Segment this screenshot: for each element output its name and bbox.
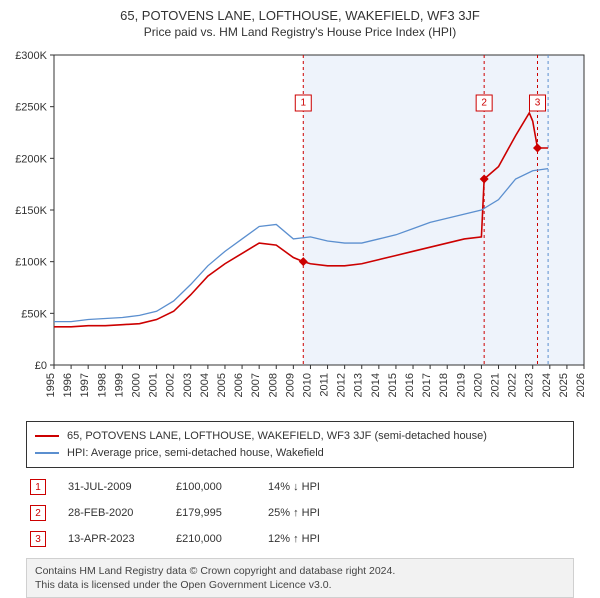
chart-title: 65, POTOVENS LANE, LOFTHOUSE, WAKEFIELD,… bbox=[0, 0, 600, 23]
event-delta: 12% ↑ HPI bbox=[268, 533, 320, 545]
svg-text:1997: 1997 bbox=[79, 373, 91, 397]
svg-text:2002: 2002 bbox=[165, 373, 177, 397]
svg-text:2017: 2017 bbox=[421, 373, 433, 397]
event-row: 3 13-APR-2023 £210,000 12% ↑ HPI bbox=[26, 526, 574, 552]
event-date: 31-JUL-2009 bbox=[68, 481, 154, 493]
svg-text:£0: £0 bbox=[35, 360, 47, 372]
svg-text:2019: 2019 bbox=[455, 373, 467, 397]
event-price: £210,000 bbox=[176, 533, 246, 545]
event-price: £100,000 bbox=[176, 481, 246, 493]
svg-text:£250K: £250K bbox=[15, 102, 47, 114]
svg-text:2016: 2016 bbox=[404, 373, 416, 397]
svg-text:2023: 2023 bbox=[524, 373, 536, 397]
svg-text:£100K: £100K bbox=[15, 257, 47, 269]
event-row: 1 31-JUL-2009 £100,000 14% ↓ HPI bbox=[26, 474, 574, 500]
event-flag-badge: 3 bbox=[30, 531, 46, 547]
event-delta: 25% ↑ HPI bbox=[268, 507, 320, 519]
svg-text:2020: 2020 bbox=[472, 373, 484, 397]
svg-text:1995: 1995 bbox=[45, 373, 57, 397]
footer-attribution: Contains HM Land Registry data © Crown c… bbox=[26, 558, 574, 598]
event-row: 2 28-FEB-2020 £179,995 25% ↑ HPI bbox=[26, 500, 574, 526]
event-price: £179,995 bbox=[176, 507, 246, 519]
svg-text:2010: 2010 bbox=[301, 373, 313, 397]
chart-area: £0 £50K £100K £150K £200K £250K £300K 1995 1996 1… bbox=[0, 45, 600, 415]
footer-line-2: This data is licensed under the Open Gov… bbox=[35, 578, 565, 592]
svg-text:2008: 2008 bbox=[267, 373, 279, 397]
event-date: 13-APR-2023 bbox=[68, 533, 154, 545]
svg-text:2026: 2026 bbox=[575, 373, 587, 397]
svg-text:2009: 2009 bbox=[284, 373, 296, 397]
svg-text:2004: 2004 bbox=[199, 373, 211, 397]
svg-text:2012: 2012 bbox=[336, 373, 348, 397]
event-delta: 14% ↓ HPI bbox=[268, 481, 320, 493]
event-flag-badge: 1 bbox=[30, 479, 46, 495]
event-date: 28-FEB-2020 bbox=[68, 507, 154, 519]
chart-subtitle: Price paid vs. HM Land Registry's House … bbox=[0, 23, 600, 45]
svg-text:£200K: £200K bbox=[15, 153, 47, 165]
svg-text:1998: 1998 bbox=[96, 373, 108, 397]
svg-text:2005: 2005 bbox=[216, 373, 228, 397]
footer-line-1: Contains HM Land Registry data © Crown c… bbox=[35, 564, 565, 578]
svg-text:2013: 2013 bbox=[353, 373, 365, 397]
svg-text:3: 3 bbox=[535, 98, 541, 109]
svg-text:2011: 2011 bbox=[319, 373, 331, 397]
svg-text:£50K: £50K bbox=[21, 308, 47, 320]
svg-text:2018: 2018 bbox=[438, 373, 450, 397]
event-flag-badge: 2 bbox=[30, 505, 46, 521]
legend-swatch bbox=[35, 435, 59, 437]
legend-row: 65, POTOVENS LANE, LOFTHOUSE, WAKEFIELD,… bbox=[35, 428, 565, 445]
svg-text:1996: 1996 bbox=[62, 373, 74, 397]
svg-text:2006: 2006 bbox=[233, 373, 245, 397]
svg-text:2024: 2024 bbox=[541, 373, 553, 397]
chart-svg: £0 £50K £100K £150K £200K £250K £300K 1995 1996 1… bbox=[0, 45, 600, 415]
events-table: 1 31-JUL-2009 £100,000 14% ↓ HPI 2 28-FEB-202… bbox=[26, 474, 574, 552]
svg-text:2003: 2003 bbox=[182, 373, 194, 397]
svg-text:1: 1 bbox=[300, 98, 306, 109]
svg-text:£150K: £150K bbox=[15, 205, 47, 217]
svg-text:2000: 2000 bbox=[130, 373, 142, 397]
legend-label: 65, POTOVENS LANE, LOFTHOUSE, WAKEFIELD,… bbox=[67, 428, 487, 445]
svg-text:2007: 2007 bbox=[250, 373, 262, 397]
legend-swatch bbox=[35, 452, 59, 454]
legend-row: HPI: Average price, semi-detached house,… bbox=[35, 445, 565, 462]
svg-text:£300K: £300K bbox=[15, 50, 47, 62]
svg-text:2025: 2025 bbox=[558, 373, 570, 397]
legend: 65, POTOVENS LANE, LOFTHOUSE, WAKEFIELD,… bbox=[26, 421, 574, 468]
svg-text:2022: 2022 bbox=[507, 373, 519, 397]
svg-text:2021: 2021 bbox=[490, 373, 502, 397]
svg-text:2015: 2015 bbox=[387, 373, 399, 397]
svg-text:2: 2 bbox=[481, 98, 487, 109]
svg-text:2014: 2014 bbox=[370, 373, 382, 397]
svg-text:2001: 2001 bbox=[148, 373, 160, 397]
svg-text:1999: 1999 bbox=[113, 373, 125, 397]
legend-label: HPI: Average price, semi-detached house,… bbox=[67, 445, 324, 462]
